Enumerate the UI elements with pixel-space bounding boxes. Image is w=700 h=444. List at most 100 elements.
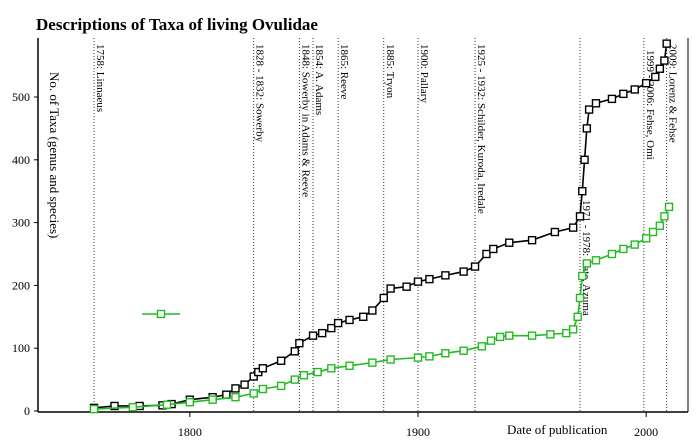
x-tick-label: 1900 (406, 425, 430, 439)
black-series-point (662, 39, 671, 48)
green-series-point (495, 332, 505, 342)
chart-title: Descriptions of Taxa of living Ovulidae (36, 15, 318, 34)
black-series-point (240, 380, 249, 389)
black-series-point (425, 274, 434, 284)
black-series-point (345, 315, 354, 325)
black-series-point (580, 155, 589, 165)
black-series-point (290, 347, 299, 356)
event-marker-label: 1971 - 1978: Cate, Azuma (580, 200, 592, 316)
green-series-point (619, 244, 628, 254)
y-tick-label: 100 (12, 341, 30, 355)
black-series-point (582, 124, 592, 133)
black-series-point (575, 212, 585, 221)
black-series-point (368, 306, 377, 315)
black-series-point (584, 105, 594, 114)
black-series-point (655, 64, 665, 73)
green-series-point (505, 331, 514, 340)
y-tick-label: 500 (12, 90, 30, 104)
black-series-point (619, 89, 628, 99)
black-series-point (441, 271, 450, 280)
green-series-point (546, 330, 555, 339)
green-series-point (641, 234, 651, 243)
black-series-point (641, 78, 651, 88)
black-series-point (470, 262, 480, 271)
green-series-point (582, 259, 592, 268)
x-tick-label: 1800 (178, 425, 202, 439)
green-series-point (655, 221, 665, 230)
green-series-point (477, 342, 487, 351)
green-series-point (425, 352, 434, 361)
green-series-point (276, 381, 286, 391)
green-series-point (128, 403, 137, 412)
black-series-point (327, 323, 336, 333)
green-series-point (527, 331, 537, 340)
black-series-point (651, 72, 660, 82)
event-marker-label: 1848: Sowerby in Adams & Reeve (299, 44, 311, 197)
black-series-point (308, 331, 318, 340)
green-series-point (368, 358, 377, 367)
y-tick-label: 400 (12, 153, 30, 167)
green-series-point (249, 389, 258, 398)
green-series-point (575, 293, 585, 303)
green-series-point (413, 353, 423, 362)
y-tick-label: 0 (24, 404, 30, 418)
green-series-point (441, 349, 450, 358)
event-marker-label: 1854: A. Adams (313, 44, 325, 115)
plot-area: 1800 1900 2000 0 100 200 300 400 500 1758: Linnae… (12, 38, 689, 439)
event-marker-label: 1925 - 1932: Schilder, Kuroda, Iredale (475, 44, 487, 214)
green-series-point (591, 256, 601, 265)
green-series-point (660, 212, 669, 221)
black-series-point (630, 85, 639, 94)
y-tick-label: 300 (12, 216, 30, 230)
green-series-point (386, 355, 395, 364)
black-series-point (482, 249, 491, 259)
green-series-point (299, 371, 309, 380)
black-series-point (402, 282, 411, 291)
green-series-point (664, 202, 674, 212)
black-series-point (607, 94, 617, 104)
black-series-point (489, 244, 498, 254)
event-marker-label: 1758: Linnaeus (94, 44, 106, 112)
green-series-point (327, 364, 336, 373)
black-series-point (379, 293, 388, 303)
green-series-point (562, 328, 571, 338)
black-series-point (413, 277, 423, 286)
black-series-point (578, 186, 587, 196)
event-marker-label: 1885: Tryon (384, 44, 396, 99)
green-series-point (578, 271, 587, 281)
green-series-point (630, 240, 639, 249)
y-tick-label: 200 (12, 278, 30, 292)
event-marker-label: 2009: Lorenz & Fehse (667, 44, 679, 143)
black-series-point (276, 356, 286, 365)
x-axis-label: Date of publication (507, 422, 608, 437)
black-series-point (660, 56, 669, 65)
green-series-point (208, 395, 217, 404)
black-series-point (110, 401, 119, 411)
green-series-point (89, 404, 99, 414)
event-marker-label: 1999 - 2006: Fehse, Omi (644, 50, 656, 160)
green-series-point (573, 312, 582, 321)
green-series-point (162, 400, 172, 409)
y-axis-label: No. of Taxa (genus and species) (47, 72, 62, 238)
green-series-point (648, 227, 658, 237)
green-series-point (290, 375, 299, 384)
black-series-point (550, 227, 560, 237)
black-series-point (386, 284, 395, 293)
black-series-point (333, 318, 343, 328)
black-series-point (568, 223, 578, 232)
black-series-point (359, 312, 368, 321)
black-series-point (258, 364, 268, 373)
black-series-point (527, 235, 537, 245)
event-marker-label: 1900: Pallary (418, 44, 430, 103)
black-series-point (591, 99, 601, 108)
black-series-point (505, 238, 514, 247)
event-marker-label: 1828 - 1832: Sowerby (254, 44, 266, 143)
black-series-point (459, 267, 468, 276)
black-series-point (231, 384, 240, 393)
black-series-point (295, 338, 304, 348)
green-series-point (231, 392, 240, 402)
event-marker-label: 1865: Reeve (338, 44, 350, 99)
x-tick-label: 2000 (634, 425, 658, 439)
